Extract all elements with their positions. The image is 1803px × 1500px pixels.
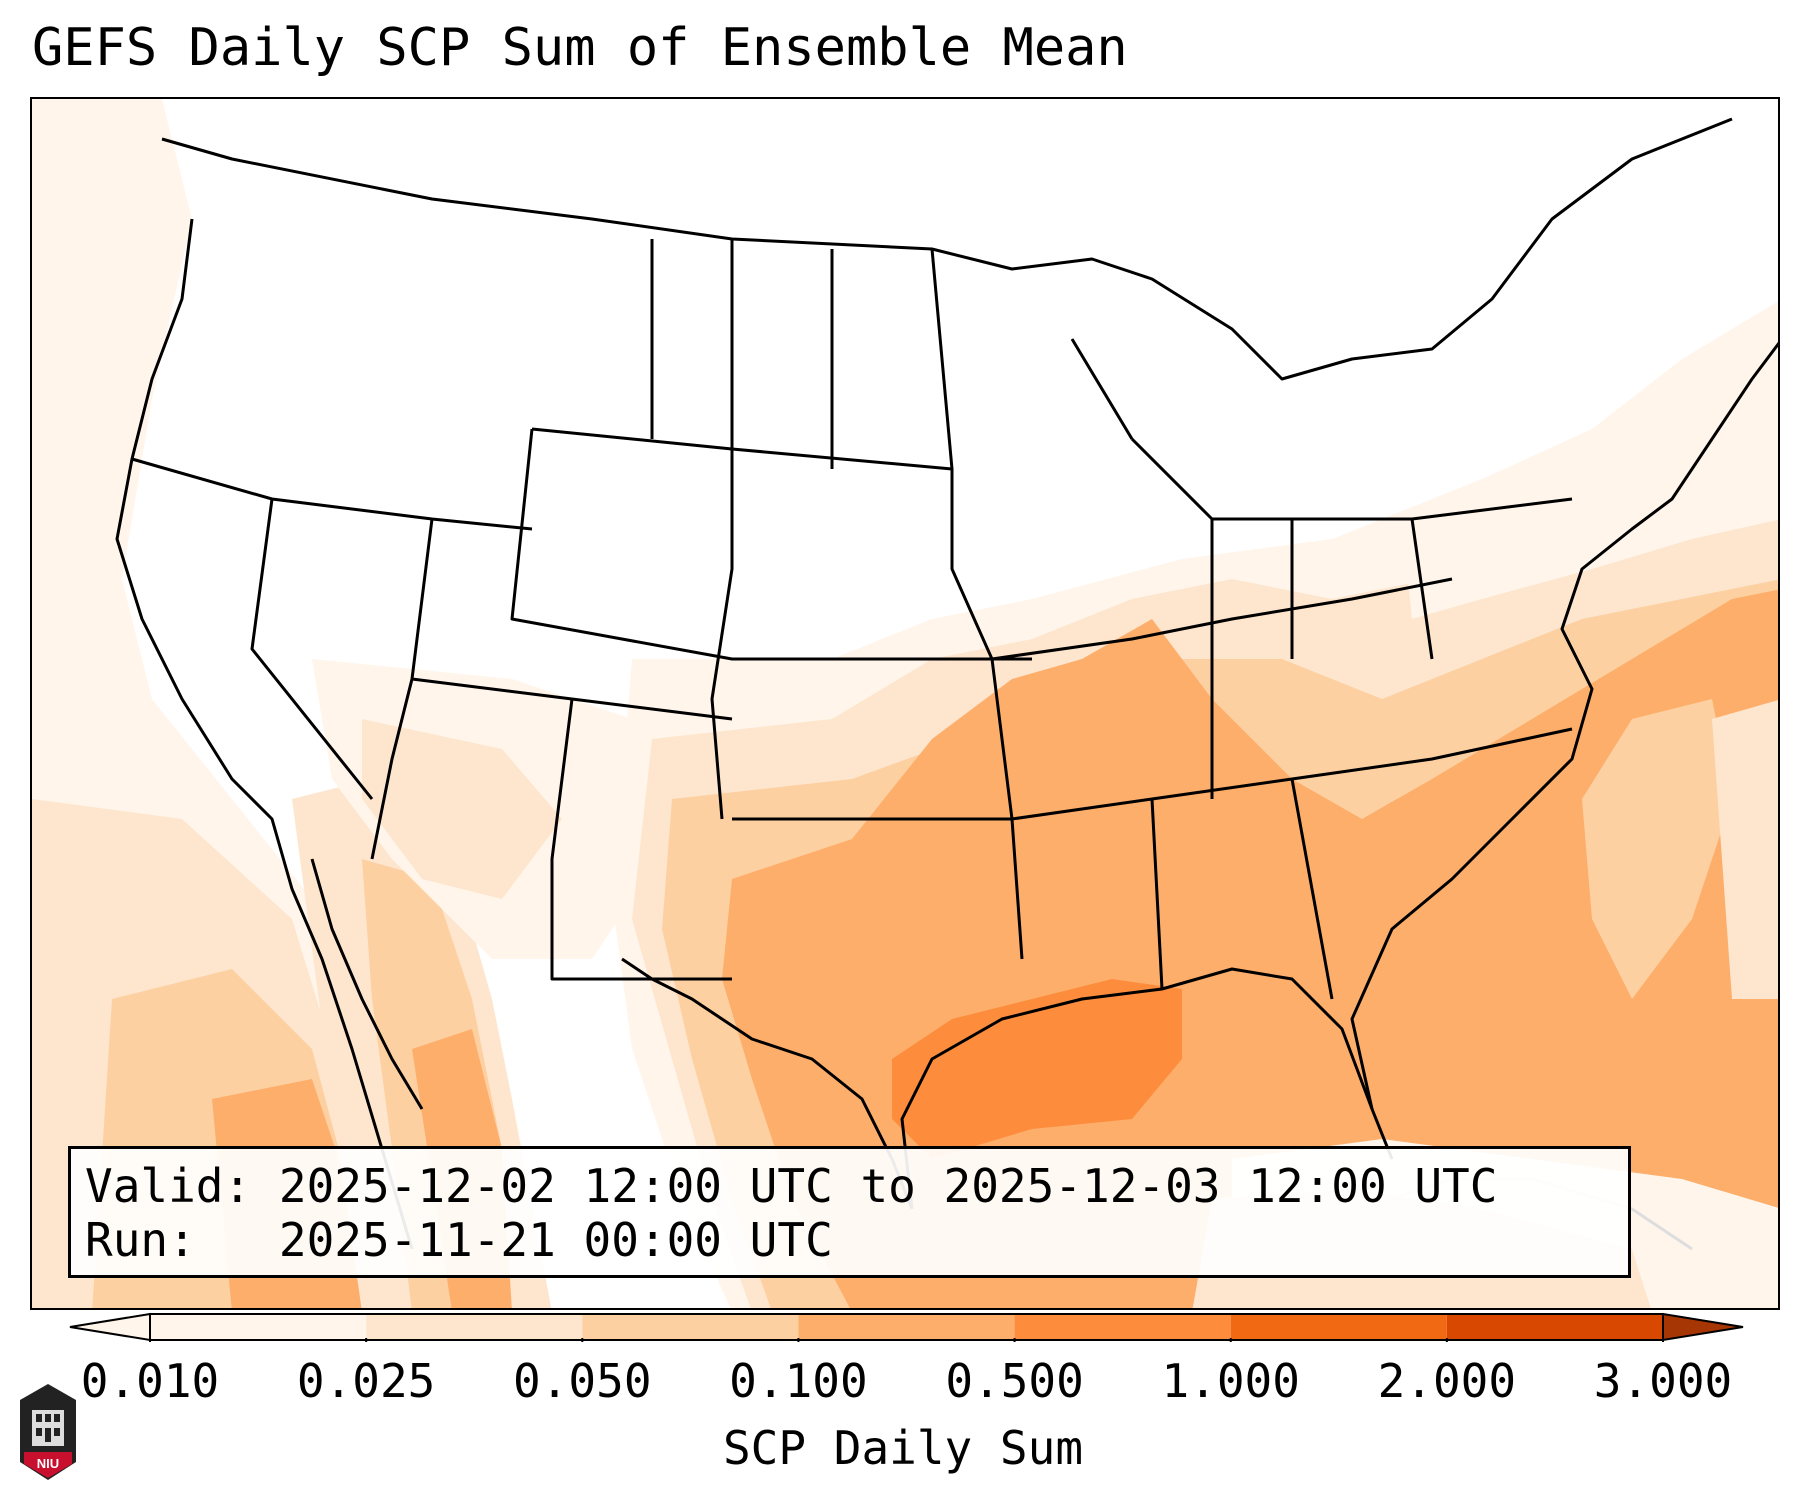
- valid-label: Valid:: [85, 1159, 252, 1213]
- colorbar-extend-high: [1662, 1312, 1744, 1342]
- colorbar-segment-2: [582, 1314, 799, 1340]
- map-panel: [30, 97, 1780, 1310]
- valid-line: Valid: 2025-12-02 12:00 UTC to 2025-12-0…: [85, 1163, 1497, 1209]
- colorbar-tick-label: 3.000: [1593, 1354, 1733, 1408]
- colorbar-outline: [149, 1313, 1664, 1341]
- colorbar-segment-6: [1446, 1314, 1663, 1340]
- colorbar-segments: [69, 1312, 1744, 1342]
- colorbar-tick-label: 0.100: [729, 1354, 868, 1408]
- valid-value: 2025-12-02 12:00 UTC to 2025-12-03 12:00…: [278, 1159, 1498, 1213]
- run-label: Run:: [85, 1213, 196, 1267]
- colorbar-tick-label: 0.500: [945, 1354, 1084, 1408]
- run-value: 2025-11-21 00:00 UTC: [278, 1213, 833, 1267]
- colorbar: [69, 1312, 1744, 1342]
- svg-text:NIU: NIU: [37, 1456, 59, 1471]
- run-line: Run: 2025-11-21 00:00 UTC: [85, 1217, 833, 1263]
- colorbar-tick-label: 0.010: [80, 1354, 220, 1408]
- colorbar-tick-label: 0.050: [513, 1354, 652, 1408]
- colorbar-tick-label: 1.000: [1161, 1354, 1300, 1408]
- map-svg: [32, 99, 1778, 1308]
- colorbar-tick-label: 2.000: [1377, 1354, 1517, 1408]
- colorbar-label: SCP Daily Sum: [722, 1421, 1084, 1475]
- colorbar-segment-5: [1230, 1314, 1447, 1340]
- colorbar-segment-1: [366, 1314, 583, 1340]
- colorbar-segment-3: [798, 1314, 1015, 1340]
- colorbar-extend-low: [69, 1312, 151, 1342]
- map-title: GEFS Daily SCP Sum of Ensemble Mean: [32, 18, 1128, 78]
- niu-logo: NIU: [20, 1384, 76, 1480]
- scp-field: [32, 99, 1778, 1308]
- valid-run-info-box: Valid: 2025-12-02 12:00 UTC to 2025-12-0…: [68, 1146, 1631, 1278]
- colorbar-segment-0: [150, 1314, 367, 1340]
- colorbar-segment-4: [1014, 1314, 1231, 1340]
- colorbar-tick-label: 0.025: [296, 1354, 436, 1408]
